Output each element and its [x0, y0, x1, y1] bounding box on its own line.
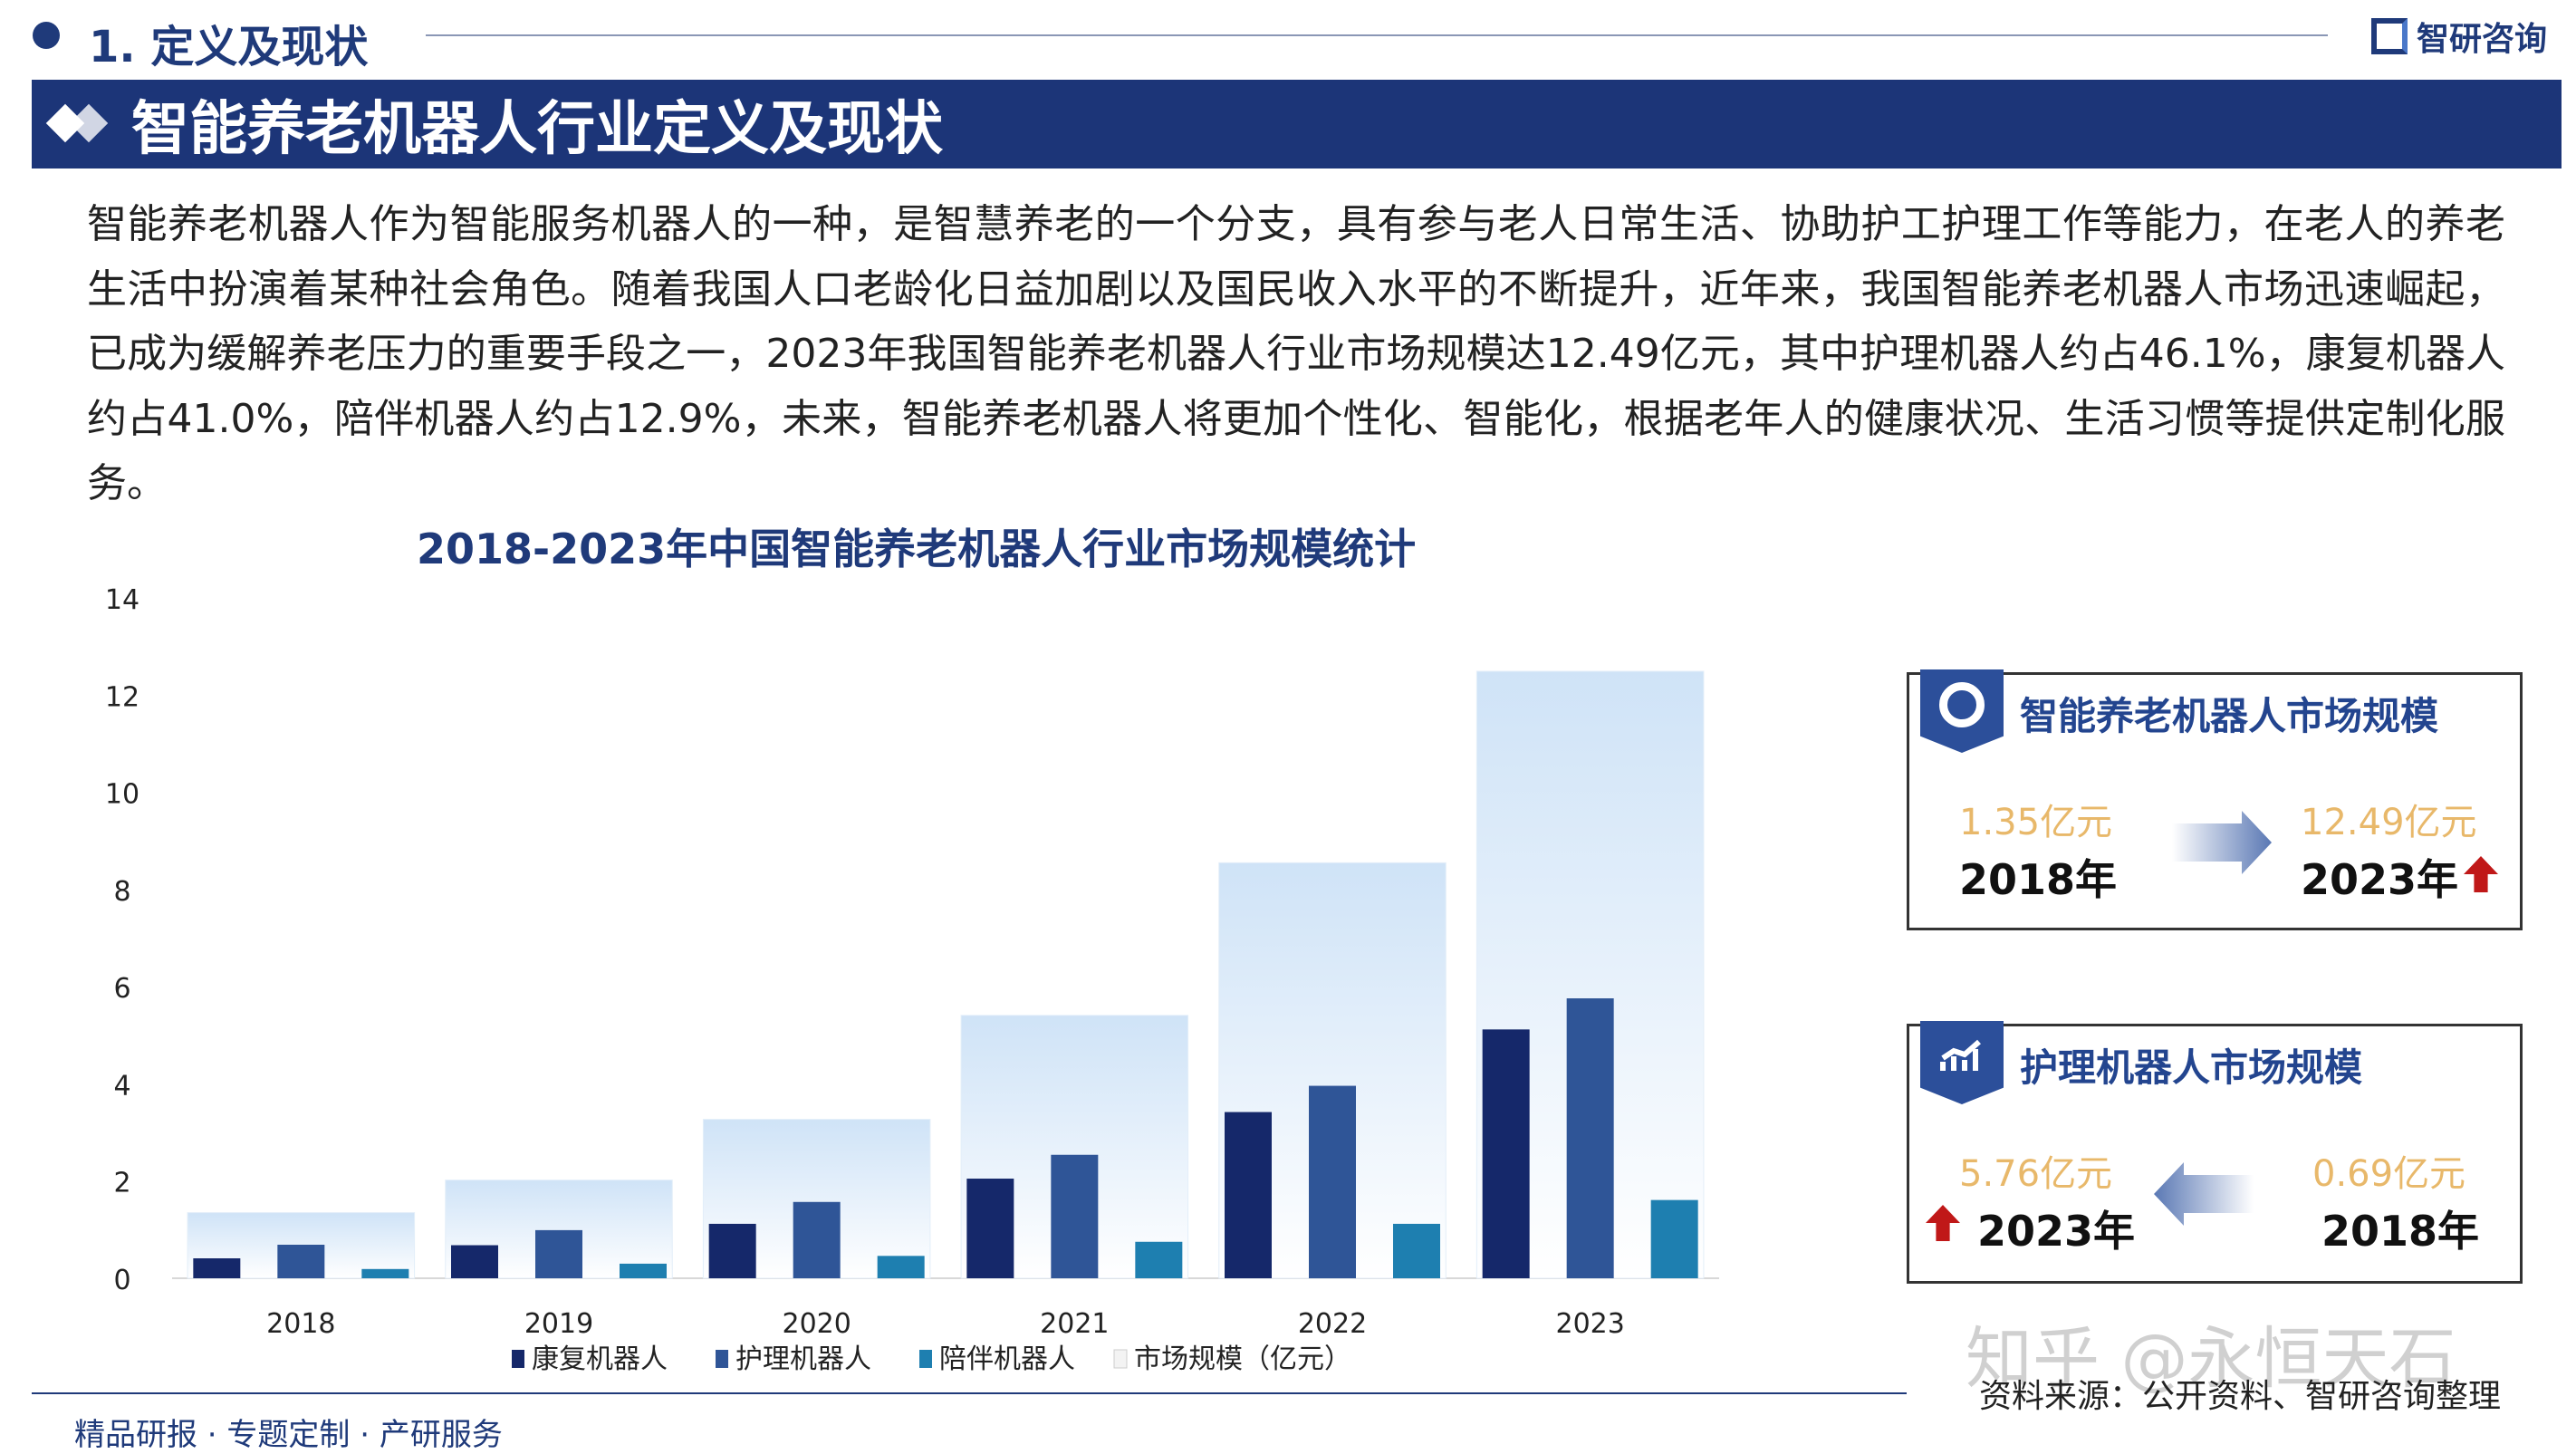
- page-title: 智能养老机器人行业定义及现状: [131, 96, 943, 163]
- legend-label: 市场规模（亿元）: [1134, 1343, 1351, 1375]
- legend-label: 护理机器人: [735, 1343, 871, 1375]
- from-year: 2018年: [2321, 1207, 2480, 1256]
- y-tick-label: 14: [105, 584, 139, 616]
- up-arrow-icon: [2464, 856, 2498, 892]
- logo-mark-icon: [2371, 18, 2408, 54]
- source-note: 资料来源：公开资料、智研咨询整理: [1979, 1378, 2502, 1415]
- footer-divider: [32, 1392, 1907, 1394]
- from-value: 0.69亿元: [2312, 1153, 2466, 1195]
- legend-label: 陪伴机器人: [939, 1343, 1075, 1375]
- y-tick-label: 12: [105, 681, 139, 713]
- header-divider: [426, 34, 2328, 36]
- arrow-left-icon: [2154, 1162, 2254, 1226]
- to-value: 12.49亿元: [2301, 802, 2477, 843]
- bar-companion-2019: [620, 1263, 667, 1278]
- bar-nursing-2023: [1566, 998, 1614, 1278]
- bar-rehab-2019: [451, 1245, 498, 1278]
- watermark: 知乎 @永恒天石: [1966, 1320, 2456, 1398]
- chart-title: 2018-2023年中国智能养老机器人行业市场规模统计: [417, 525, 1417, 573]
- y-tick-label: 10: [105, 779, 139, 811]
- from-year: 2018年: [1959, 855, 2118, 904]
- bar-rehab-2021: [966, 1179, 1014, 1278]
- bar-nursing-2020: [793, 1201, 841, 1278]
- y-tick-label: 4: [113, 1070, 130, 1102]
- up-arrow-icon: [1926, 1205, 1960, 1241]
- title-banner: 智能养老机器人行业定义及现状: [32, 80, 2562, 169]
- bar-nursing-2019: [535, 1229, 582, 1278]
- y-tick-label: 6: [113, 973, 130, 1005]
- legend-swatch: [919, 1350, 932, 1368]
- y-tick-label: 0: [113, 1265, 130, 1296]
- rising-chart-icon: [1920, 1021, 2004, 1104]
- brand-logo: 智研咨询: [2371, 13, 2547, 60]
- legend-swatch: [512, 1350, 524, 1368]
- bar-rehab-2022: [1225, 1112, 1272, 1278]
- x-tick-label: 2021: [1040, 1308, 1109, 1340]
- intro-paragraph: 智能养老机器人作为智能服务机器人的一种，是智慧养老的一个分支，具有参与老人日常生…: [87, 201, 2505, 506]
- arrow-right-icon: [2172, 811, 2272, 874]
- x-tick-label: 2018: [266, 1308, 335, 1340]
- bar-companion-2021: [1135, 1241, 1183, 1278]
- legend-swatch: [1113, 1349, 1128, 1369]
- bar-rehab-2023: [1482, 1029, 1530, 1278]
- x-tick-label: 2019: [524, 1308, 593, 1340]
- y-tick-label: 8: [113, 876, 130, 908]
- section-bullet: [33, 22, 60, 49]
- bar-companion-2022: [1393, 1223, 1440, 1278]
- card-nursing-robot-market: 护理机器人市场规模 5.76亿元 2023年 0.69亿元 2018年: [1907, 1021, 2523, 1284]
- legend-label: 康复机器人: [532, 1343, 668, 1375]
- card-elderly-robot-market: 智能养老机器人市场规模 1.35亿元 2018年 12.49亿元 2023年: [1907, 669, 2523, 930]
- bar-rehab-2018: [193, 1258, 241, 1278]
- card-title: 护理机器人市场规模: [2020, 1045, 2363, 1090]
- logo-text: 智研咨询: [2417, 21, 2548, 58]
- bar-rehab-2020: [708, 1223, 756, 1278]
- to-year: 2023年: [2301, 855, 2459, 904]
- to-year: 2023年: [1977, 1207, 2136, 1256]
- pie-chart-icon: [1920, 669, 2004, 753]
- bar-companion-2018: [361, 1268, 409, 1278]
- x-tick-label: 2022: [1298, 1308, 1367, 1340]
- y-tick-label: 2: [113, 1168, 130, 1199]
- bar-companion-2023: [1650, 1199, 1698, 1278]
- market-size-chart: 0 2 4 6 8 10 12 14 2018 2019 2020 2021 2022 2023 康复机器人…: [105, 584, 1719, 1375]
- from-value: 1.35亿元: [1959, 802, 2113, 843]
- x-tick-label: 2020: [782, 1308, 851, 1340]
- bar-companion-2020: [877, 1256, 925, 1278]
- card-title: 智能养老机器人市场规模: [2020, 694, 2439, 738]
- section-title: 1. 定义及现状: [89, 22, 369, 72]
- bar-nursing-2021: [1051, 1154, 1099, 1278]
- legend-swatch: [716, 1350, 728, 1368]
- diamond-icon: [45, 103, 111, 143]
- to-value: 5.76亿元: [1959, 1153, 2113, 1195]
- footer-tagline: 精品研报 · 专题定制 · 产研服务: [74, 1417, 503, 1453]
- bar-nursing-2018: [277, 1244, 325, 1278]
- bar-nursing-2022: [1309, 1085, 1356, 1278]
- x-tick-label: 2023: [1555, 1308, 1624, 1340]
